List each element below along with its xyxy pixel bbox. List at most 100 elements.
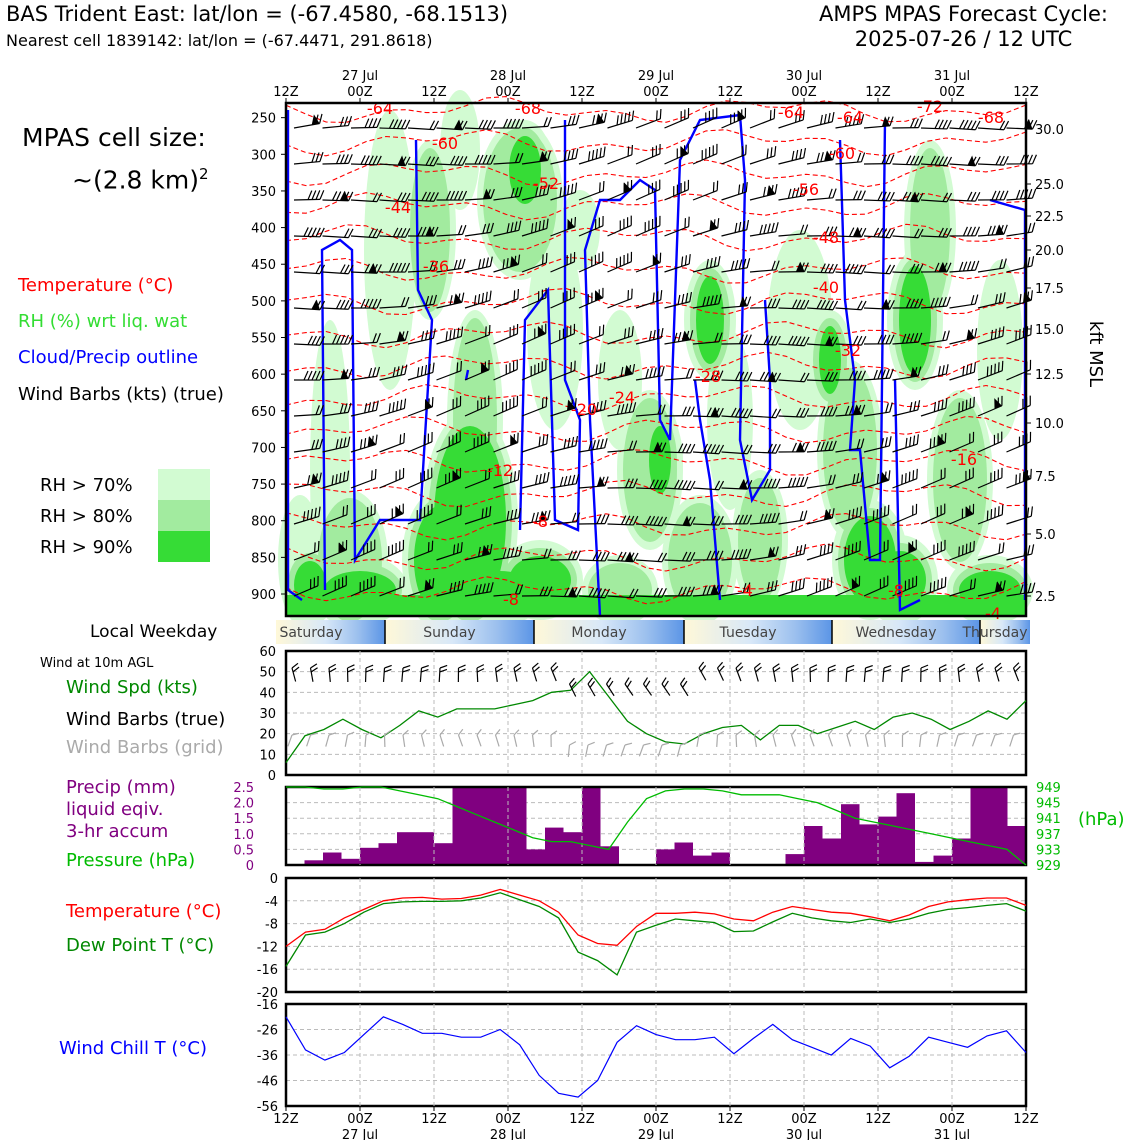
top-time-label: 00Z [791,85,817,100]
wind-barb-shaft [607,189,632,201]
wind-barb-tick [460,360,463,371]
wind-barb [835,114,865,129]
wind-barb [493,118,525,129]
wind-barb-tick [574,398,577,408]
wind-barb-shaft [578,260,603,273]
wind-barb-pennant [824,150,833,162]
wind-barb-tick [687,179,690,190]
weekday-cell [684,620,832,644]
wind-barb-tick [966,120,973,130]
wind-barb-tick [828,371,834,382]
wind-barb-shaft [977,163,1005,166]
wind-barb-tick [688,216,690,227]
wind-barb-shaft [949,476,974,489]
wind-barb-tick [681,551,688,562]
wind-barb-tick [970,191,977,202]
wind-barb-tick [624,677,630,685]
temperature-contour [285,159,1027,188]
precip-label-1: Precip (mm) [66,777,176,798]
wind-barb-tick [802,578,805,589]
wind-barb-pennant [710,219,718,231]
wind-barb-shaft [521,193,548,201]
wind-barb-tick [738,259,743,270]
top-time-label: 12Z [865,85,891,100]
wind-barb-shaft [438,667,441,683]
wind-barb-grid [772,729,779,747]
pressure-tick-label: 949 [1036,781,1061,796]
wind-barb-tick [702,296,706,307]
wind-barb-shaft [882,667,885,683]
wind-barb [293,575,319,597]
wind-barb-tick [856,264,863,274]
wind-barb [578,399,607,417]
wind-barb-tick [648,330,652,341]
wind-barb-tick [313,577,316,588]
wind-barb-tick [791,667,799,673]
weekday-cell [832,620,980,644]
wind-barb-tick [363,438,367,448]
wind-barb-tick [937,366,941,376]
wind-barb-tick [973,396,975,407]
wind-barb-shaft [692,341,719,345]
wind-barb-tick [449,190,456,201]
wind-barb-shaft [635,375,662,381]
wind-barb-tick [909,298,915,309]
wind-barb-tick [619,256,622,267]
wind-barb-tick [856,152,862,163]
wind-barb [607,144,634,165]
wind-barb-tick [545,323,547,334]
precip-bar [582,787,601,865]
wind-barb-tick [391,508,393,519]
wind-barb [521,218,549,237]
wind-barb-grid-shaft [402,734,406,747]
wind-barb-tick [317,540,320,551]
wind-barb-shaft [436,405,461,417]
wind-barb-tick [712,109,714,120]
wind-barb-tick [873,227,880,237]
wind-barb-tick [742,444,749,454]
wind-barb-grid-tick [920,731,928,736]
wind-barb [806,263,838,274]
wind-tick-label: 0 [268,769,276,784]
wind-barb-tick [571,474,576,485]
wind-barb-tick [848,263,855,274]
wind-barb-tick [883,541,885,552]
wind-barb-tick [803,476,809,487]
wind-barb [578,362,606,381]
precip-bar [952,838,971,865]
wind-barb [749,298,781,309]
wind-barb-tick [372,192,379,202]
wind-barb-shaft [635,153,661,165]
wind-barb-tick [448,436,450,447]
wind-barb-tick [986,366,989,377]
wind-barb-tick [427,469,429,480]
wind-barb-tick [887,504,890,515]
wind-barb-tick [659,108,662,119]
wind-barb-tick [832,406,838,417]
wind-barb-tick [877,191,883,201]
wind-barb-tick [1015,474,1017,485]
wind-barb-shaft [493,368,518,381]
wind-barb [436,467,462,489]
wind-barb-shaft [407,549,433,561]
wind-barb [892,539,917,561]
wind-barb-grid-shaft [638,744,645,757]
wind-barb-shaft [607,261,632,273]
wind-barb-pennant [424,398,433,410]
wind-barb-shaft [863,125,890,129]
wind-barb-grid-shaft [287,734,293,747]
wind-barb [863,470,891,489]
wind-barb-tick [994,507,996,518]
wind-barb-grid-tick [384,730,391,736]
wind-barb-shaft [778,119,804,129]
wind-barb-tick [559,476,564,487]
wind-barb-tick [742,583,747,593]
wind-barb-tick [913,228,920,238]
windchill-tick-label: -46 [257,1075,278,1090]
wind-barb-pennant [311,473,320,485]
wind-barb-tick [673,186,675,197]
wind-barb-tick [653,587,659,598]
cloud-outline-segment [464,369,470,381]
wind-barb-tick [541,289,544,300]
precip-label-3: 3-hr accum [66,821,169,842]
